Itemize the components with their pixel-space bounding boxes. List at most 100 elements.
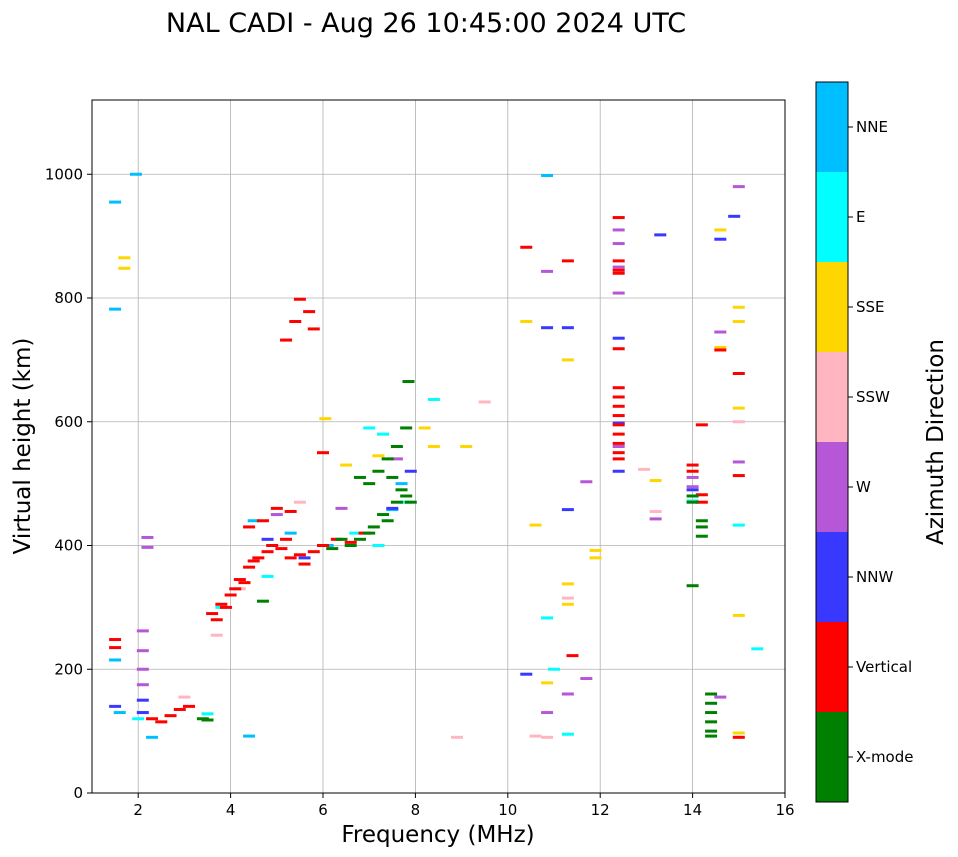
azimuth-colorbar: X-mode Vertical NNW W SSW SSE E NNE [815, 81, 913, 803]
data-point [319, 417, 332, 421]
data-point [146, 717, 159, 721]
x-tick-label: 2 [133, 801, 143, 819]
data-point [136, 711, 149, 715]
data-point [612, 451, 625, 455]
data-point [705, 720, 718, 724]
data-point [732, 731, 745, 735]
data-point [478, 400, 491, 404]
data-point [256, 599, 269, 603]
data-point [705, 734, 718, 738]
x-axis-label: Frequency (MHz) [341, 822, 534, 848]
data-point [178, 695, 191, 699]
data-point [344, 540, 357, 544]
data-point [548, 667, 560, 671]
data-point [566, 654, 579, 658]
data-point [589, 556, 602, 560]
data-point [561, 582, 574, 586]
data-point [270, 506, 283, 510]
data-point [109, 658, 122, 662]
colorbar-tick-label: X-mode [856, 748, 913, 766]
colorbar-tick-label: W [856, 478, 871, 496]
data-point [402, 380, 415, 384]
data-point [529, 734, 542, 738]
data-point [340, 463, 353, 467]
data-point [390, 500, 403, 504]
data-point [173, 707, 186, 711]
data-point [705, 729, 718, 733]
data-point [561, 596, 574, 600]
data-point [404, 500, 417, 504]
x-tick-label: 14 [683, 801, 702, 819]
y-tick-label: 1000 [45, 165, 83, 183]
series-e [132, 397, 764, 736]
data-point [298, 556, 311, 560]
data-point [580, 480, 593, 484]
data-point [113, 711, 126, 715]
data-point [210, 618, 223, 622]
data-point [377, 513, 390, 517]
data-point [261, 537, 274, 541]
data-point [695, 500, 708, 504]
data-point [732, 460, 745, 464]
data-point [284, 556, 297, 560]
colorbar-segment [816, 442, 848, 532]
data-point [293, 500, 306, 504]
colorbar-frame [815, 81, 849, 803]
data-point [229, 587, 242, 591]
series-vertical [109, 216, 745, 739]
data-point [109, 307, 122, 311]
data-point [363, 482, 376, 486]
data-point [561, 602, 574, 606]
data-point [520, 320, 533, 324]
data-point [714, 348, 727, 352]
x-tick-label: 4 [226, 801, 236, 819]
data-point [372, 454, 385, 458]
data-point [372, 544, 385, 547]
data-point [686, 463, 699, 467]
colorbar-tick-label: SSE [856, 298, 885, 316]
data-point [612, 259, 625, 263]
data-point [275, 547, 288, 551]
data-point [686, 488, 699, 492]
data-point [541, 711, 554, 715]
data-point [377, 432, 390, 436]
series-sse [118, 228, 745, 735]
data-point [418, 426, 431, 430]
data-point [529, 523, 542, 527]
data-point [141, 545, 154, 549]
data-point [714, 237, 727, 241]
data-point [109, 704, 122, 708]
data-point [460, 445, 473, 448]
data-point [335, 506, 348, 510]
data-point [561, 326, 574, 330]
data-point [136, 683, 149, 687]
data-point [238, 581, 251, 585]
data-point [612, 421, 625, 425]
data-point [686, 475, 699, 479]
data-point [695, 423, 708, 427]
data-point [580, 677, 593, 681]
data-point [109, 200, 122, 204]
data-point [541, 616, 554, 620]
data-point [612, 271, 625, 275]
data-point [256, 519, 269, 523]
data-point [541, 326, 554, 330]
data-point [686, 584, 699, 588]
colorbar-segment [816, 712, 848, 802]
data-point [164, 714, 177, 718]
data-point [732, 305, 745, 309]
data-point [612, 441, 625, 445]
data-point [612, 291, 625, 295]
colorbar-segment [816, 352, 848, 442]
colorbar-segment [816, 622, 848, 712]
colorbar-label: Azimuth Direction [923, 339, 949, 545]
colorbar-segment [816, 532, 848, 622]
data-point [183, 704, 196, 708]
plot-frame [91, 99, 786, 794]
data-point [561, 259, 574, 263]
data-point [233, 578, 246, 582]
data-point [541, 173, 554, 177]
data-point [201, 712, 214, 716]
data-point [705, 701, 718, 705]
